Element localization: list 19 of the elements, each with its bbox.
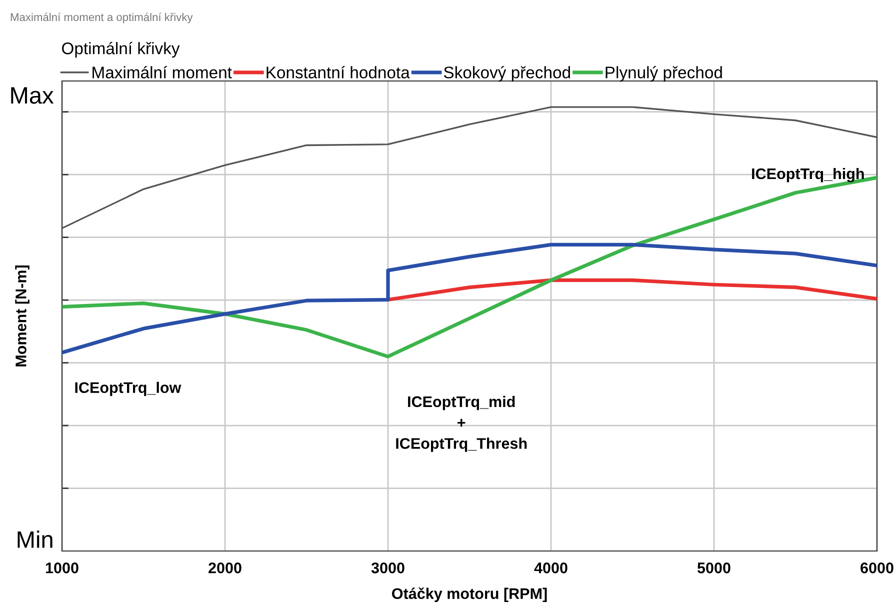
x-tick-label: 1000: [46, 562, 78, 574]
legend-label: Plynulý přechod: [606, 66, 722, 82]
annotation: ICEoptTrq_high: [752, 168, 864, 182]
y-axis-title: Moment [N-m]: [15, 266, 30, 366]
text: Max: [11, 87, 54, 104]
text: Min: [18, 530, 52, 548]
chart-title: Maximální moment a optimální křivky: [10, 12, 193, 24]
x-tick-label: 2000: [208, 562, 242, 574]
x-tick-label: 4000: [534, 562, 568, 574]
x-tick-label: 5000: [697, 562, 730, 574]
legend-label: Skokový přechod: [444, 66, 570, 82]
legend-label: Konstantní hodnota: [266, 66, 410, 78]
legend-title: Optimální křivky: [62, 42, 180, 58]
x-tick-label: 6000: [860, 562, 894, 574]
x-axis-title: Otáčky motoru [RPM]: [392, 587, 547, 602]
annotation: ICEoptTrq_mid + ICEoptTrq_Thresh: [396, 396, 527, 452]
x-tick-label: 3000: [371, 562, 404, 574]
legend-label: Maximální moment: [92, 66, 232, 78]
annotation: ICEoptTrq_low: [75, 382, 182, 396]
